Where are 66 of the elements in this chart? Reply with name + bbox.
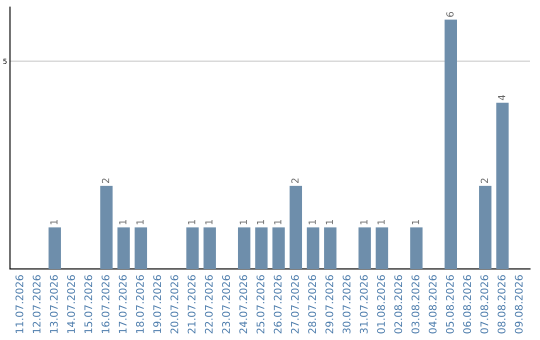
x-tick-label: 19.07.2026: [153, 275, 162, 333]
bar: [272, 227, 285, 269]
bar: [238, 227, 250, 269]
data-label: 1: [360, 220, 368, 224]
x-tick-label: 01.08.2026: [377, 275, 385, 334]
data-label: 1: [326, 220, 333, 224]
x-tick-label: 25.07.2026: [256, 275, 264, 334]
data-label: 1: [188, 220, 196, 224]
bar: [479, 186, 492, 269]
data-label: 6: [446, 12, 454, 17]
x-tick-label: 26.07.2026: [274, 275, 282, 334]
bar: [48, 227, 61, 269]
data-label: 1: [119, 220, 126, 224]
bar: [324, 227, 336, 269]
x-tick-label: 17.07.2026: [118, 275, 127, 333]
data-label: 1: [136, 220, 144, 224]
x-tick-label: 07.08.2026: [480, 275, 488, 334]
x-tick-label: 21.07.2026: [188, 275, 196, 334]
x-tick-label: 06.08.2026: [463, 275, 472, 334]
x-tick-label: 16.07.2026: [102, 275, 110, 333]
bar: [255, 227, 268, 269]
bar: [358, 227, 371, 269]
x-tick-label: 04.08.2026: [428, 275, 437, 334]
data-label: 1: [240, 220, 247, 224]
x-tick-label: 24.07.2026: [239, 275, 248, 334]
bar: [186, 227, 199, 269]
x-tick-label: 29.07.2026: [325, 275, 334, 334]
x-tick-label: 23.07.2026: [222, 275, 230, 334]
data-label: 2: [291, 178, 299, 184]
x-tick-label: 28.07.2026: [308, 275, 316, 334]
bar: [100, 186, 113, 269]
bar: [117, 227, 130, 269]
bar: [306, 227, 320, 269]
x-tick-label: 09.08.2026: [514, 275, 523, 334]
x-tick-label: 11.07.2026: [15, 275, 24, 333]
bar: [290, 186, 302, 269]
x-tick-label: 31.07.2026: [360, 275, 368, 334]
data-label: 1: [205, 220, 212, 224]
bar: [410, 227, 423, 269]
bar: [496, 102, 509, 269]
data-label: 1: [412, 220, 420, 224]
x-tick-label: 27.07.2026: [290, 275, 299, 334]
x-tick-label: 18.07.2026: [136, 275, 144, 333]
data-label: 1: [308, 220, 316, 224]
x-tick-label: 20.07.2026: [170, 275, 178, 334]
bar: [444, 20, 457, 269]
x-tick-label: 12.07.2026: [32, 275, 41, 333]
x-tick-label: 05.08.2026: [446, 275, 454, 334]
x-tick-label: 22.07.2026: [204, 275, 213, 334]
x-tick-label: 02.08.2026: [394, 275, 402, 334]
data-label: 1: [274, 220, 282, 224]
data-label: 1: [256, 220, 264, 224]
x-tick-label: 14.07.2026: [67, 275, 75, 333]
x-tick-label: 08.08.2026: [498, 275, 506, 334]
data-label: 2: [102, 178, 110, 184]
x-tick-label: 13.07.2026: [50, 275, 58, 333]
bar: [134, 227, 148, 269]
x-tick-label: 03.08.2026: [412, 275, 420, 334]
bar: [376, 227, 388, 269]
data-label: 2: [480, 178, 488, 184]
x-tick-label: 15.07.2026: [84, 275, 92, 333]
x-tick-label: 30.07.2026: [342, 275, 351, 334]
bar: [204, 227, 216, 269]
data-label: 1: [50, 220, 58, 224]
data-label: 4: [498, 95, 506, 100]
data-label: 1: [378, 220, 385, 224]
